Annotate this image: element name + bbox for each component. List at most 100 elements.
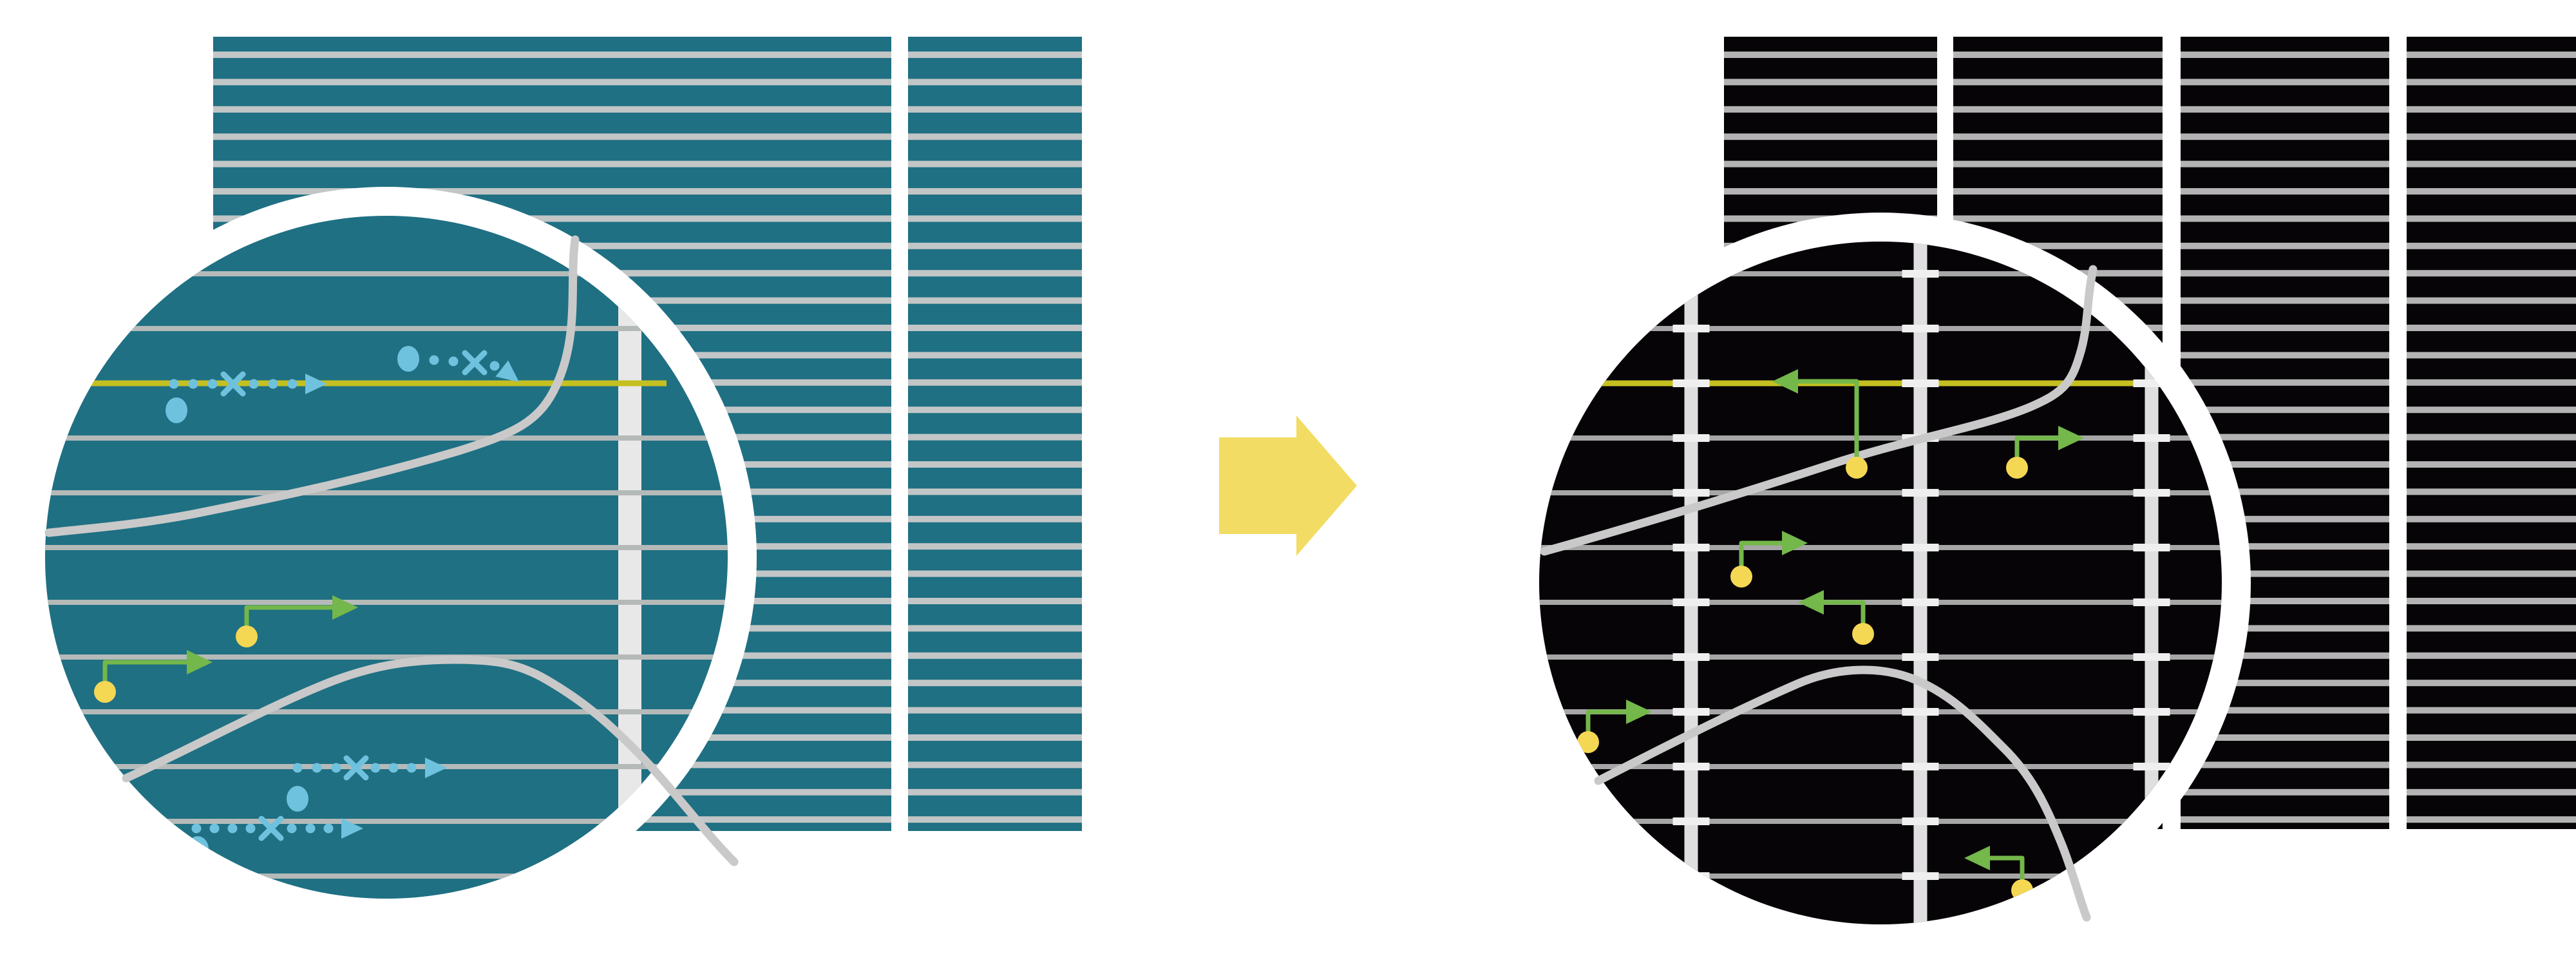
finger-stripe [908, 352, 1082, 359]
finger-stripe [2181, 734, 2389, 741]
collected-carrier-path [236, 595, 358, 647]
lens-finger-line [1539, 819, 2222, 824]
finger-stripe [2181, 625, 2389, 632]
busbar [1913, 242, 1927, 924]
trail-dot-icon [207, 379, 218, 389]
busbar-solder-pad [2133, 763, 2170, 770]
lens-finger-line [45, 490, 728, 495]
grain-boundary-upper [44, 235, 580, 537]
finger-stripe [2407, 242, 2576, 249]
finger-stripe [908, 270, 1082, 277]
busbar-solder-pad [2133, 434, 2170, 442]
lens-finger-line [1539, 326, 2222, 331]
trail-dot-icon [448, 356, 459, 367]
collected-carrier-path [2006, 426, 2084, 479]
lens-finger-line [45, 764, 728, 769]
trail-dot-icon [388, 763, 399, 773]
electron-carrier-icon [287, 786, 308, 812]
finger-stripe [1724, 188, 1937, 195]
busbar-solder-pad [1672, 434, 1710, 442]
collection-arrowhead-icon [1772, 369, 1798, 394]
electron-arrowhead-icon [425, 758, 447, 778]
finger-stripe [908, 488, 1082, 495]
finger-stripe [2181, 242, 2389, 249]
finger-stripe [2407, 160, 2576, 167]
finger-stripe [2181, 379, 2389, 386]
finger-stripe [2181, 79, 2389, 86]
finger-stripe [908, 133, 1082, 140]
collected-carrier-path [1772, 369, 1868, 479]
busbar-solder-pad [2133, 598, 2170, 606]
finger-stripe [2181, 325, 2389, 331]
hole-carrier-icon [236, 625, 258, 647]
trail-dot-icon [245, 823, 256, 834]
hole-carrier-icon [1730, 566, 1752, 587]
electron-diffusion-trail [397, 346, 519, 382]
finger-stripe [213, 160, 891, 167]
lens-carrier-layer [1577, 369, 2084, 901]
finger-stripe [213, 79, 891, 86]
collection-arrowhead-icon [2058, 426, 2084, 450]
hole-carrier-icon [94, 681, 116, 703]
trail-dot-icon [370, 763, 381, 773]
finger-stripe [908, 52, 1082, 58]
trail-dot-icon [191, 823, 202, 834]
finger-stripe [2407, 598, 2576, 604]
finger-stripe [2407, 625, 2576, 632]
finger-stripe [2181, 461, 2389, 468]
lens-finger-line [45, 600, 728, 605]
busbar-solder-pad [1902, 489, 1939, 497]
finger-stripe [2407, 325, 2576, 331]
finger-stripe [2407, 461, 2576, 468]
finger-stripe [908, 734, 1082, 741]
finger-stripe [2181, 270, 2389, 277]
trail-dot-icon [429, 355, 439, 365]
busbar [2145, 242, 2159, 924]
electron-arrowhead-icon [495, 360, 519, 382]
finger-stripe [1953, 242, 2163, 249]
lens-grid-layer [1539, 242, 2222, 924]
electron-diffusion-trail [287, 755, 447, 812]
busbar-solder-pad [2133, 653, 2170, 661]
finger-stripe [908, 515, 1082, 522]
busbar-solder-pad [2133, 708, 2170, 716]
finger-stripe [908, 160, 1082, 167]
finger-stripe [2407, 788, 2576, 796]
trail-dot-icon [323, 823, 334, 834]
finger-stripe [1724, 52, 1937, 58]
trail-dot-icon [305, 823, 316, 834]
grain-boundary-lower [1594, 665, 2091, 922]
finger-stripe [1953, 160, 2163, 167]
finger-stripe [2407, 379, 2576, 386]
finger-stripe [2181, 680, 2389, 687]
trail-dot-icon [489, 361, 500, 371]
finger-stripe [908, 543, 1082, 550]
finger-stripe [1953, 188, 2163, 195]
finger-stripe [2181, 570, 2389, 577]
busbar-solder-pad [2133, 544, 2170, 551]
recombination-x-icon [258, 816, 284, 841]
finger-stripe [2407, 215, 2576, 222]
finger-stripe [2181, 543, 2389, 550]
finger-stripe [908, 79, 1082, 86]
recombination-x-icon [462, 350, 488, 376]
transition-arrow [1219, 415, 1357, 556]
lens-finger-line [45, 326, 728, 331]
busbar-solder-pad [1902, 708, 1939, 716]
finger-stripe [908, 242, 1082, 249]
lens-finger-line [1539, 709, 2222, 714]
trail-dot-icon [249, 379, 259, 389]
lens-finger-line [1539, 271, 2222, 276]
finger-stripe [2181, 488, 2389, 495]
lens-grid-layer [45, 216, 728, 899]
finger-stripe [2407, 543, 2576, 550]
electron-diffusion-trail [166, 371, 327, 423]
finger-stripe [2407, 406, 2576, 414]
busbar-solder-pad [1672, 708, 1710, 716]
busbar-solder-pad [1672, 653, 1710, 661]
trail-dot-icon [287, 823, 297, 834]
finger-stripe [2407, 106, 2576, 113]
lens-finger-line [45, 709, 728, 714]
finger-stripe [2181, 133, 2389, 140]
